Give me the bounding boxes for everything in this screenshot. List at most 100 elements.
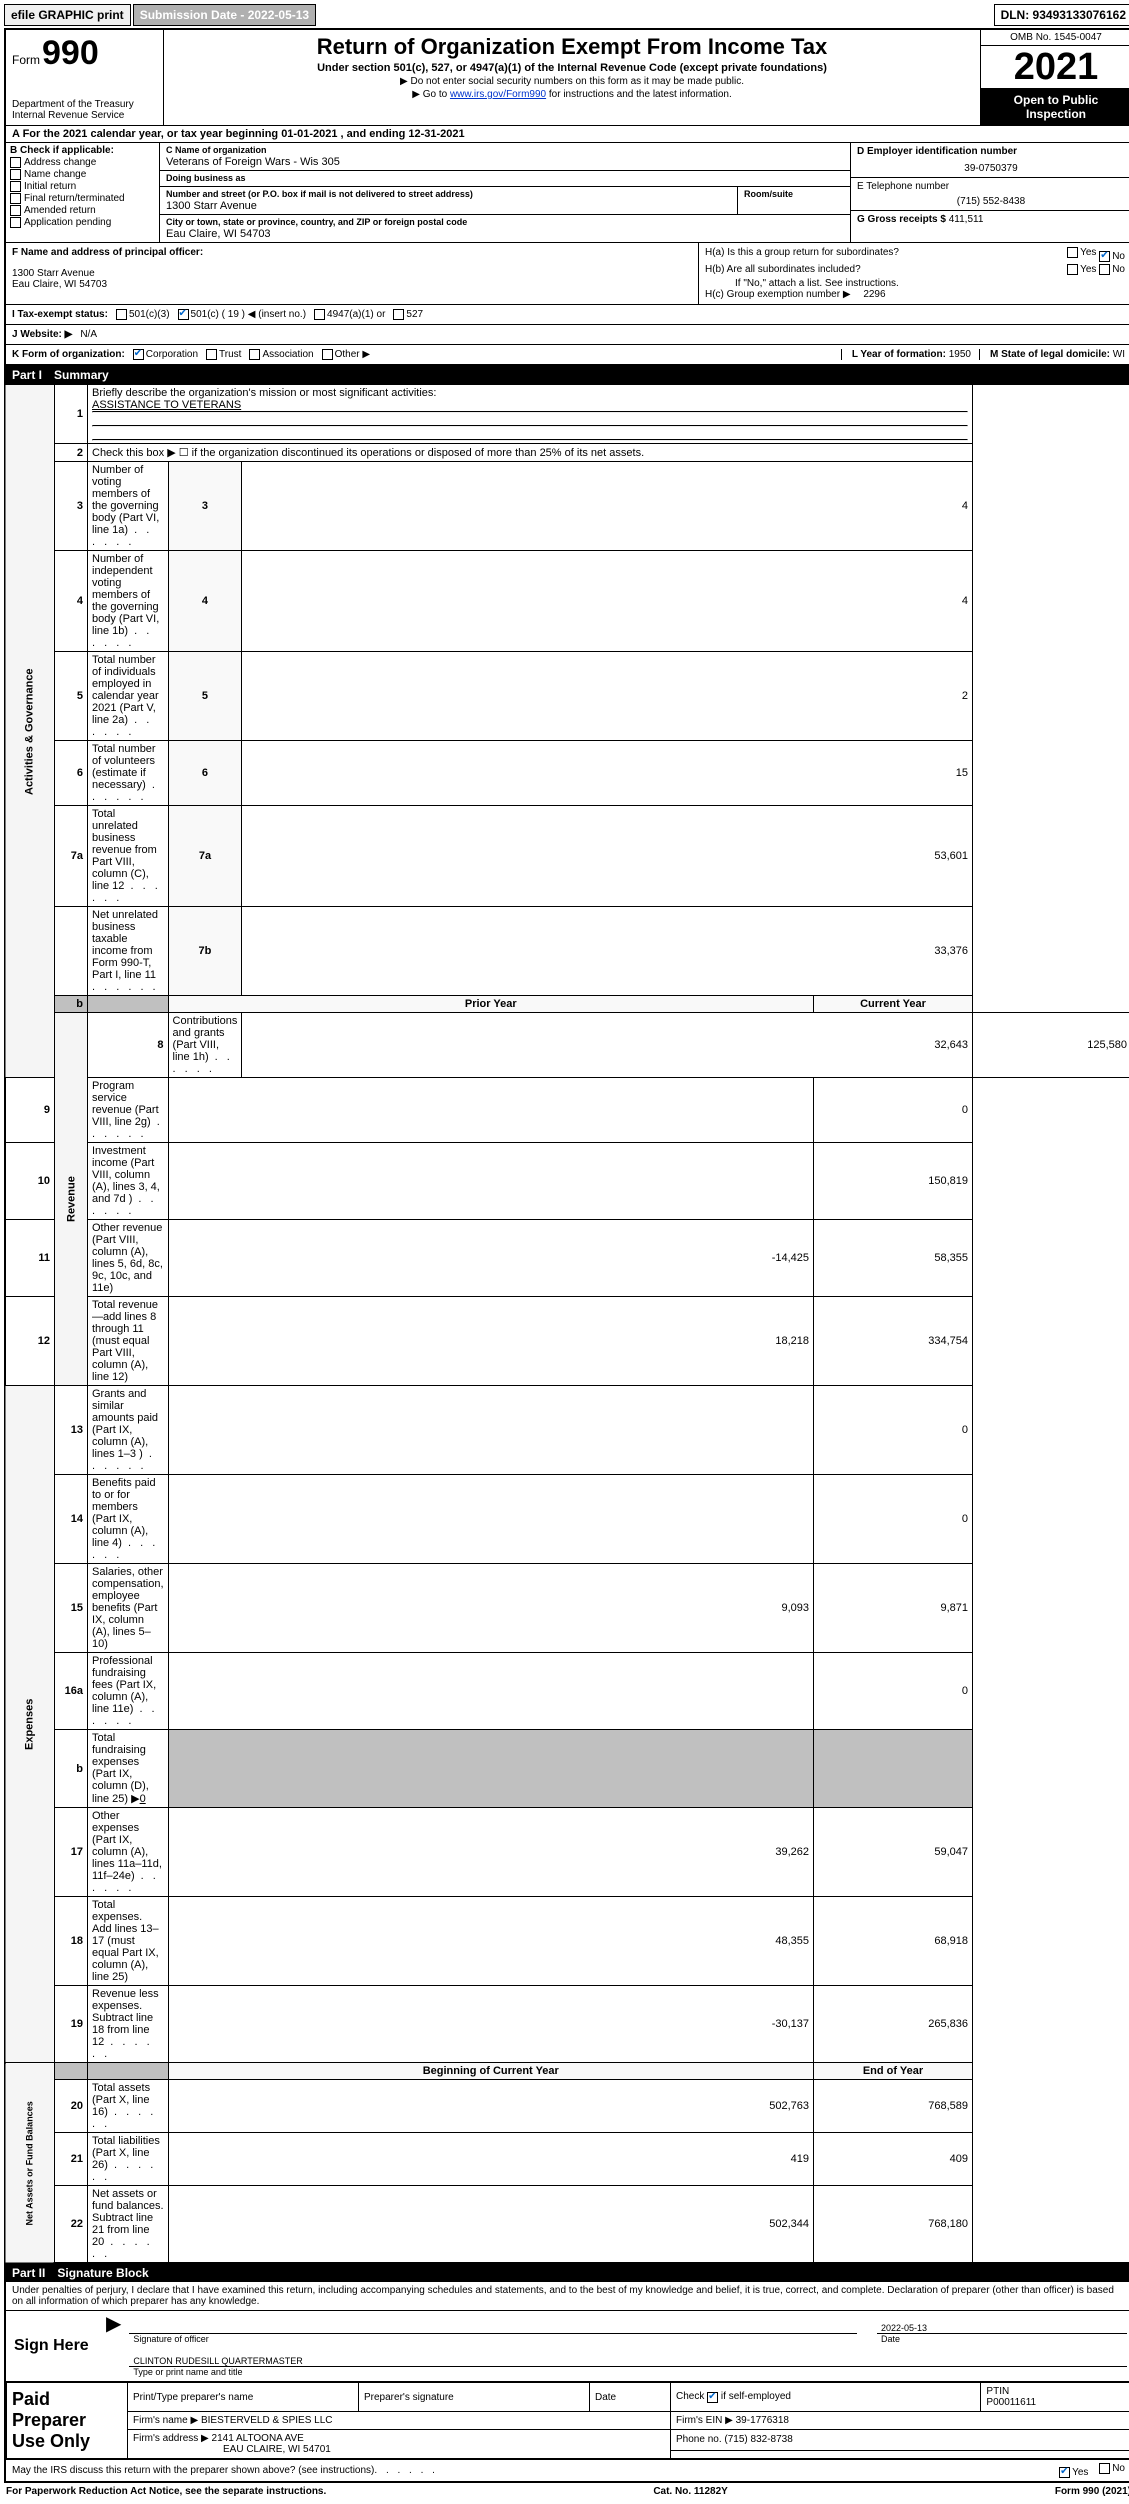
l13: Grants and similar amounts paid (Part IX…	[88, 1386, 169, 1475]
p9	[168, 1078, 813, 1143]
hc-value: 2296	[863, 289, 885, 300]
section-h: H(a) Is this a group return for subordin…	[699, 243, 1129, 304]
dba-label: Doing business as	[166, 173, 844, 183]
l3: Number of voting members of the governin…	[88, 462, 169, 551]
cat-no: Cat. No. 11282Y	[653, 2486, 727, 2497]
l16a: Professional fundraising fees (Part IX, …	[88, 1653, 169, 1730]
period-row: A For the 2021 calendar year, or tax yea…	[4, 125, 1129, 143]
v7a: 53,601	[242, 806, 973, 907]
side-net-assets: Net Assets or Fund Balances	[5, 2063, 55, 2264]
firm-ein: Firm's EIN ▶ 39-1776318	[671, 2412, 1129, 2430]
chk-final-return[interactable]: Final return/terminated	[10, 193, 155, 204]
c15: 9,871	[814, 1564, 973, 1653]
hb-label: H(b) Are all subordinates included?	[705, 264, 861, 278]
form-title: Return of Organization Exempt From Incom…	[172, 34, 972, 60]
c8: 125,580	[973, 1013, 1129, 1078]
chk-initial-return[interactable]: Initial return	[10, 181, 155, 192]
chk-trust[interactable]: Trust	[206, 349, 241, 360]
receipts-value: 411,511	[949, 214, 984, 225]
l7b: Net unrelated business taxable income fr…	[88, 907, 169, 996]
side-revenue: Revenue	[55, 1013, 88, 1386]
chk-application-pending[interactable]: Application pending	[10, 217, 155, 228]
p20: 502,763	[168, 2080, 813, 2133]
section-f: F Name and address of principal officer:…	[6, 243, 699, 304]
chk-501c[interactable]: 501(c) ( 19 ) ◀ (insert no.)	[178, 309, 307, 320]
p18: 48,355	[168, 1897, 813, 1986]
chk-corporation[interactable]: Corporation	[133, 349, 198, 360]
prep-name-head: Print/Type preparer's name	[128, 2383, 359, 2412]
chk-association[interactable]: Association	[249, 349, 313, 360]
prep-date-head: Date	[590, 2383, 671, 2412]
discuss-no[interactable]: No	[1099, 2463, 1125, 2474]
section-fh: F Name and address of principal officer:…	[4, 243, 1129, 305]
header-right: OMB No. 1545-0047 2021 Open to Public In…	[980, 30, 1129, 125]
v4: 4	[242, 551, 973, 652]
chk-amended-return[interactable]: Amended return	[10, 205, 155, 216]
v7b: 33,376	[242, 907, 973, 996]
firm-phone: Phone no. (715) 832-8738	[671, 2430, 1129, 2451]
irs-link[interactable]: www.irs.gov/Form990	[450, 89, 546, 100]
chk-501c3[interactable]: 501(c)(3)	[116, 309, 170, 320]
l15: Salaries, other compensation, employee b…	[88, 1564, 169, 1653]
hb-note: If "No," attach a list. See instructions…	[735, 278, 1125, 289]
form-number: 990	[42, 34, 99, 73]
chk-self-employed[interactable]	[707, 2392, 718, 2403]
side-expenses: Expenses	[5, 1386, 55, 2063]
discuss-label: May the IRS discuss this return with the…	[12, 2465, 374, 2476]
p16a	[168, 1653, 813, 1730]
chk-address-change[interactable]: Address change	[10, 157, 155, 168]
v3: 4	[242, 462, 973, 551]
c9: 0	[814, 1078, 973, 1143]
efile-label: efile GRAPHIC print	[4, 4, 131, 26]
paid-preparer-label: Paid Preparer Use Only	[7, 2383, 128, 2459]
ein-label: D Employer identification number	[857, 146, 1125, 157]
p15: 9,093	[168, 1564, 813, 1653]
col-b-title: B Check if applicable:	[10, 145, 155, 156]
chk-name-change[interactable]: Name change	[10, 169, 155, 180]
chk-4947[interactable]: 4947(a)(1) or	[314, 309, 385, 320]
preparer-table: Paid Preparer Use Only Print/Type prepar…	[6, 2382, 1129, 2459]
l2: Check this box ▶ ☐ if the organization d…	[88, 444, 973, 462]
c17: 59,047	[814, 1808, 973, 1897]
city-label: City or town, state or province, country…	[166, 217, 844, 227]
col-de: D Employer identification number 39-0750…	[850, 143, 1129, 242]
chk-other[interactable]: Other ▶	[322, 349, 370, 360]
dept-label: Department of the Treasury	[12, 99, 157, 110]
phone-label: E Telephone number	[857, 181, 1125, 192]
form-header: Form 990 Department of the Treasury Inte…	[4, 28, 1129, 125]
l22: Net assets or fund balances. Subtract li…	[88, 2186, 169, 2264]
form-subtitle: Under section 501(c), 527, or 4947(a)(1)…	[172, 62, 972, 74]
summary-table: Activities & Governance 1 Briefly descri…	[4, 384, 1129, 2264]
note-link: ▶ Go to www.irs.gov/Form990 for instruct…	[172, 89, 972, 100]
sig-name-title: CLINTON RUDESILL QUARTERMASTER	[129, 2348, 1127, 2367]
hb-no[interactable]: No	[1099, 264, 1125, 275]
firm-address: Firm's address ▶ 2141 ALTOONA AVE EAU CL…	[128, 2430, 671, 2459]
c11: 58,355	[814, 1220, 973, 1297]
year-formation: 1950	[949, 349, 971, 360]
c22: 768,180	[814, 2186, 973, 2264]
c12: 334,754	[814, 1297, 973, 1386]
p14	[168, 1475, 813, 1564]
row-j: J Website: ▶ N/A	[4, 325, 1129, 345]
l12: Total revenue—add lines 8 through 11 (mu…	[88, 1297, 169, 1386]
sign-here-label: Sign Here	[6, 2311, 102, 2381]
ha-no[interactable]: No	[1099, 251, 1125, 262]
addr-value: 1300 Starr Avenue	[166, 200, 731, 212]
l18: Total expenses. Add lines 13–17 (must eq…	[88, 1897, 169, 1986]
tax-year: 2021	[981, 46, 1129, 88]
addr-label: Number and street (or P.O. box if mail i…	[166, 189, 731, 199]
city-value: Eau Claire, WI 54703	[166, 228, 844, 240]
l21: Total liabilities (Part X, line 26)	[88, 2133, 169, 2186]
chk-527[interactable]: 527	[393, 309, 423, 320]
discuss-yes[interactable]: Yes	[1059, 2467, 1088, 2478]
hc-label: H(c) Group exemption number ▶	[705, 289, 851, 300]
ein-value: 39-0750379	[857, 163, 1125, 174]
omb-number: OMB No. 1545-0047	[981, 30, 1129, 46]
officer-label: F Name and address of principal officer:	[12, 247, 692, 258]
hb-yes[interactable]: Yes	[1067, 264, 1096, 275]
l16b: Total fundraising expenses (Part IX, col…	[88, 1730, 169, 1808]
pra-notice: For Paperwork Reduction Act Notice, see …	[6, 2486, 326, 2497]
officer-addr2: Eau Claire, WI 54703	[12, 279, 692, 290]
p10	[168, 1143, 813, 1220]
ha-yes[interactable]: Yes	[1067, 247, 1096, 258]
